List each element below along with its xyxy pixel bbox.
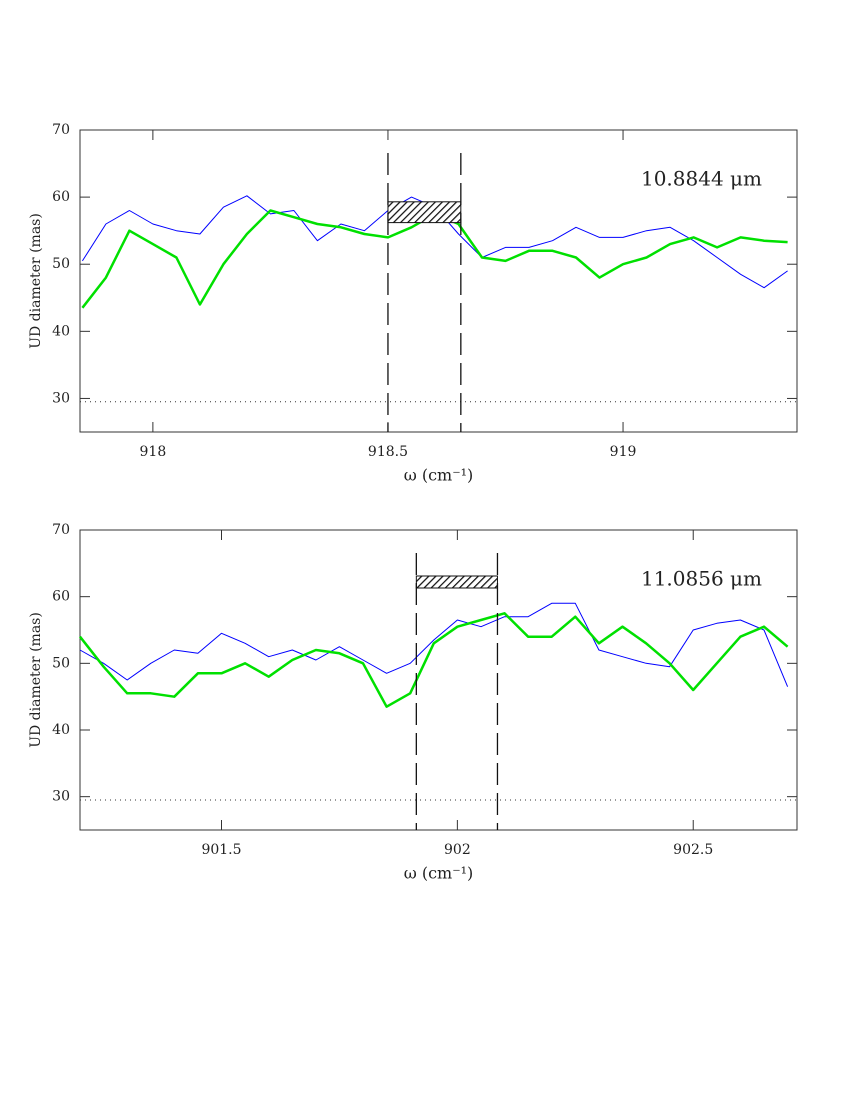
y-tick-label: 30	[52, 390, 70, 406]
y-tick-label: 70	[52, 122, 70, 138]
x-tick-label: 902	[444, 842, 471, 858]
series-line	[79, 612, 789, 708]
y-axis-title: UD diameter (mas)	[28, 612, 44, 748]
x-axis-title: ω (cm⁻¹)	[404, 466, 474, 485]
y-tick-label: 70	[52, 522, 70, 538]
y-axis-title: UD diameter (mas)	[28, 213, 44, 349]
x-tick-label: 919	[610, 444, 637, 460]
y-tick-label: 40	[52, 323, 70, 339]
series-line	[81, 209, 788, 309]
plot-frame	[79, 529, 798, 831]
annotation: 11.0856 μm	[641, 567, 762, 591]
y-tick-label: 40	[52, 722, 70, 738]
y-tick-label: 50	[52, 655, 70, 671]
series-line	[79, 602, 789, 687]
y-tick-label: 60	[52, 589, 70, 605]
x-tick-label: 901.5	[201, 842, 241, 858]
y-tick-label: 50	[52, 256, 70, 272]
x-tick-label: 918	[140, 444, 167, 460]
y-tick-label: 30	[52, 789, 70, 805]
hatch-box	[415, 575, 498, 589]
hatch-box	[387, 201, 462, 224]
x-tick-label: 918.5	[368, 444, 408, 460]
x-axis-title: ω (cm⁻¹)	[404, 864, 474, 883]
y-tick-label: 60	[52, 189, 70, 205]
plot-frame	[79, 129, 798, 433]
x-tick-label: 902.5	[673, 842, 713, 858]
annotation: 10.8844 μm	[641, 167, 762, 191]
